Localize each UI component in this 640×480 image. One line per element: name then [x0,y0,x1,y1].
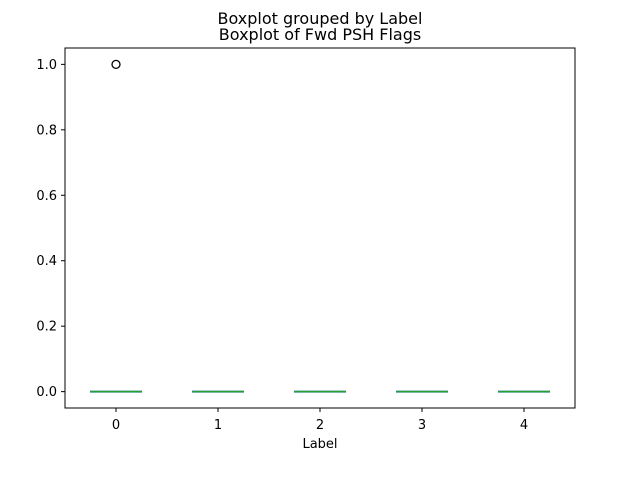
box-group-2 [294,390,346,393]
x-tick-label-2: 2 [316,418,324,433]
box-group-3 [396,390,448,393]
box-group-1 [192,390,244,393]
axes-frame [64,47,576,409]
box-group-0 [90,59,142,393]
x-tick-label-4: 4 [520,418,528,433]
x-tick-label-0: 0 [112,418,120,433]
box-group-4 [498,390,550,393]
outlier-point-0 [111,59,121,70]
y-tick-label-5: 1.0 [36,58,57,73]
chart-suptitle: Boxplot grouped by Label [218,9,423,28]
x-axis-label: Label [302,437,337,452]
y-tick-label-0: 0.0 [36,385,57,400]
x-tick-label-3: 3 [418,418,426,433]
y-tick-label-2: 0.4 [36,254,57,269]
chart-title: Boxplot of Fwd PSH Flags [219,25,421,44]
plot-area: 0.0 0.2 0.4 0.6 0.8 1.0 0 1 2 3 4 [36,47,576,433]
x-tick-label-1: 1 [214,418,222,433]
y-tick-label-3: 0.6 [36,189,57,204]
y-tick-label-1: 0.2 [36,320,57,335]
y-tick-label-4: 0.8 [36,123,57,138]
